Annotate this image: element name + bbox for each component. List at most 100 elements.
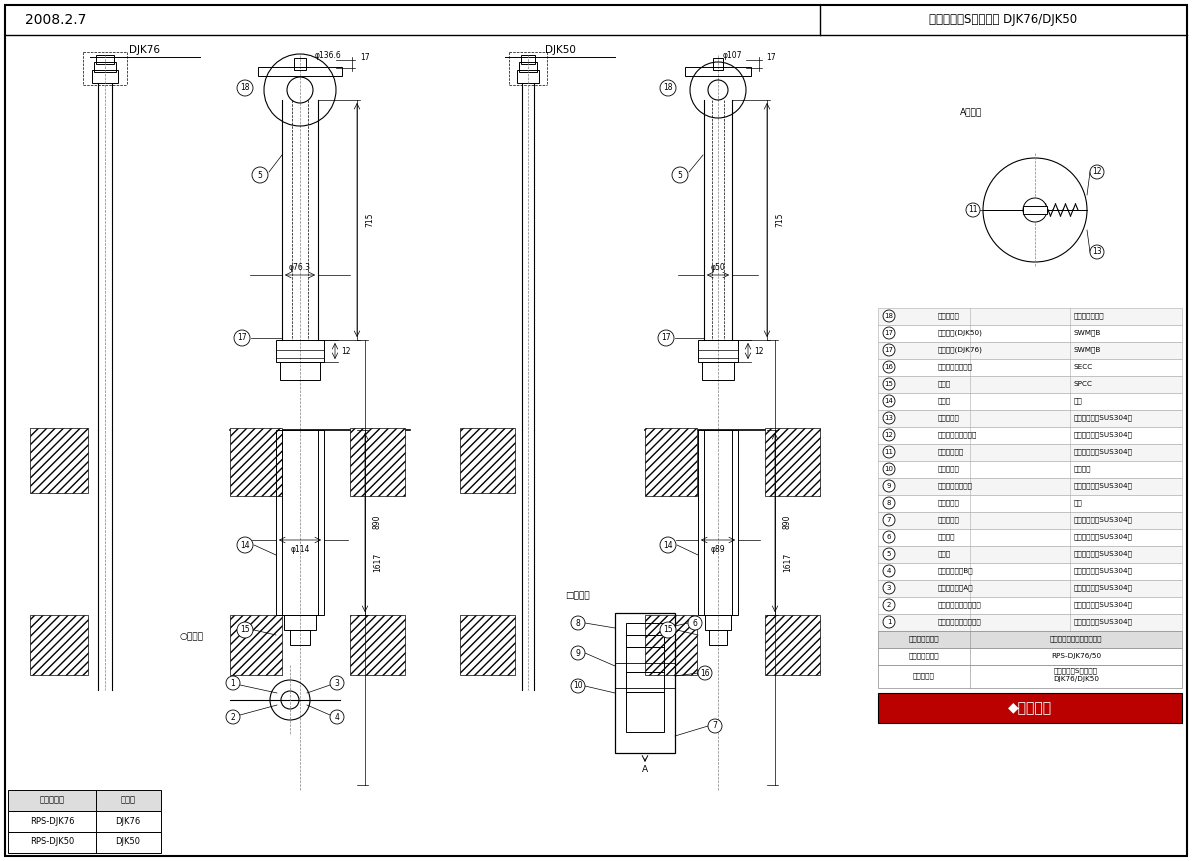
Circle shape <box>660 622 676 638</box>
Bar <box>879 427 1182 444</box>
Text: 18: 18 <box>241 84 250 92</box>
Text: 12: 12 <box>1092 168 1101 177</box>
Text: 5: 5 <box>257 170 262 179</box>
Text: ポール: ポール <box>938 551 951 557</box>
Text: 14: 14 <box>240 541 250 549</box>
Bar <box>702 362 734 380</box>
Text: 抜け止めプレート: 抜け止めプレート <box>938 363 973 370</box>
Bar <box>879 308 1182 325</box>
Text: 890: 890 <box>782 515 791 530</box>
Text: DJK50: DJK50 <box>545 45 576 55</box>
Circle shape <box>234 330 250 346</box>
Bar <box>1023 206 1047 214</box>
Text: 塩ビ: 塩ビ <box>1074 499 1082 506</box>
Text: 17: 17 <box>662 333 671 343</box>
Circle shape <box>330 710 344 724</box>
Bar <box>626 647 664 672</box>
Text: 17: 17 <box>884 347 894 353</box>
Bar <box>294 58 306 70</box>
Text: ステンレス（SUS304）: ステンレス（SUS304） <box>1074 449 1134 455</box>
Circle shape <box>883 361 895 373</box>
Bar <box>879 410 1182 427</box>
Bar <box>517 70 539 83</box>
Circle shape <box>883 344 895 356</box>
Text: 10: 10 <box>884 466 894 472</box>
Text: SWM－B: SWM－B <box>1074 347 1101 353</box>
Circle shape <box>883 395 895 407</box>
Circle shape <box>883 616 895 628</box>
Text: ステンレス（SUS304）: ステンレス（SUS304） <box>1074 551 1134 557</box>
Text: SPCC: SPCC <box>1074 381 1093 387</box>
Bar <box>879 546 1182 563</box>
Circle shape <box>237 537 253 553</box>
Bar <box>30 428 88 493</box>
Text: 固定金具　（B）: 固定金具 （B） <box>938 567 974 574</box>
Circle shape <box>708 719 722 733</box>
Bar <box>709 630 727 645</box>
Text: 16: 16 <box>884 364 894 370</box>
Circle shape <box>883 582 895 594</box>
Text: 13: 13 <box>884 415 894 421</box>
Text: ヘッドキャップ（上）: ヘッドキャップ（上） <box>938 619 982 625</box>
Text: 6: 6 <box>693 618 697 628</box>
Text: 12: 12 <box>884 432 894 438</box>
Circle shape <box>883 378 895 390</box>
Text: スペーサー: スペーサー <box>938 499 960 506</box>
Bar <box>765 428 820 496</box>
Bar <box>879 631 1182 648</box>
Text: 18: 18 <box>663 84 672 92</box>
Text: 17: 17 <box>360 53 370 63</box>
Bar <box>685 67 751 76</box>
Bar <box>645 615 697 675</box>
Text: 4: 4 <box>887 568 892 574</box>
Text: DJK50: DJK50 <box>116 838 141 846</box>
Text: ナイロン: ナイロン <box>1074 466 1092 473</box>
Circle shape <box>883 463 895 475</box>
Text: アクリルシート: アクリルシート <box>1074 313 1105 319</box>
Circle shape <box>571 679 585 693</box>
Text: 7: 7 <box>713 722 718 730</box>
Text: スプリング: スプリング <box>938 415 960 421</box>
Bar <box>879 563 1182 580</box>
Text: 9: 9 <box>576 648 581 658</box>
Text: 8: 8 <box>576 618 581 628</box>
Text: □断面図: □断面図 <box>565 592 590 600</box>
Text: 2: 2 <box>230 713 235 722</box>
Text: DJK76: DJK76 <box>116 816 141 826</box>
Bar <box>30 615 88 675</box>
Text: RPS-DJK50: RPS-DJK50 <box>30 838 74 846</box>
Text: 鋼フック(DJK76): 鋼フック(DJK76) <box>938 347 983 353</box>
Text: 底　蓋: 底 蓋 <box>938 381 951 387</box>
Bar <box>879 580 1182 597</box>
Bar <box>879 648 1182 665</box>
Text: 主　要　部　材: 主 要 部 材 <box>908 635 939 642</box>
Text: 17: 17 <box>237 333 247 343</box>
Text: 2008.2.7: 2008.2.7 <box>25 13 86 27</box>
Text: レコボールSシリーズ DJK76/DJK50: レコボールSシリーズ DJK76/DJK50 <box>929 14 1078 27</box>
Bar <box>879 665 1182 688</box>
Text: φ114: φ114 <box>291 546 310 554</box>
Text: 鋼フック(DJK50): 鋼フック(DJK50) <box>938 330 983 337</box>
Text: φ76.3: φ76.3 <box>288 263 311 271</box>
Bar <box>879 393 1182 410</box>
Bar <box>350 428 405 496</box>
Text: 15: 15 <box>884 381 894 387</box>
Circle shape <box>658 330 673 346</box>
Bar <box>94 62 116 72</box>
Text: ストッパーリング: ストッパーリング <box>938 483 973 489</box>
Circle shape <box>883 548 895 560</box>
Circle shape <box>883 514 895 526</box>
Text: 型式コード: 型式コード <box>39 796 64 804</box>
Circle shape <box>966 203 980 217</box>
Text: レコボールSシリーズ: レコボールSシリーズ <box>1054 667 1098 674</box>
Circle shape <box>226 710 240 724</box>
Text: 17: 17 <box>884 330 894 336</box>
Text: 反射シール: 反射シール <box>938 313 960 319</box>
Text: 17: 17 <box>766 53 776 63</box>
Circle shape <box>1089 245 1104 259</box>
Bar <box>879 529 1182 546</box>
Text: 715: 715 <box>776 213 784 227</box>
Bar <box>879 693 1182 723</box>
Text: 品　品　名: 品 品 名 <box>913 672 935 679</box>
Circle shape <box>226 676 240 690</box>
